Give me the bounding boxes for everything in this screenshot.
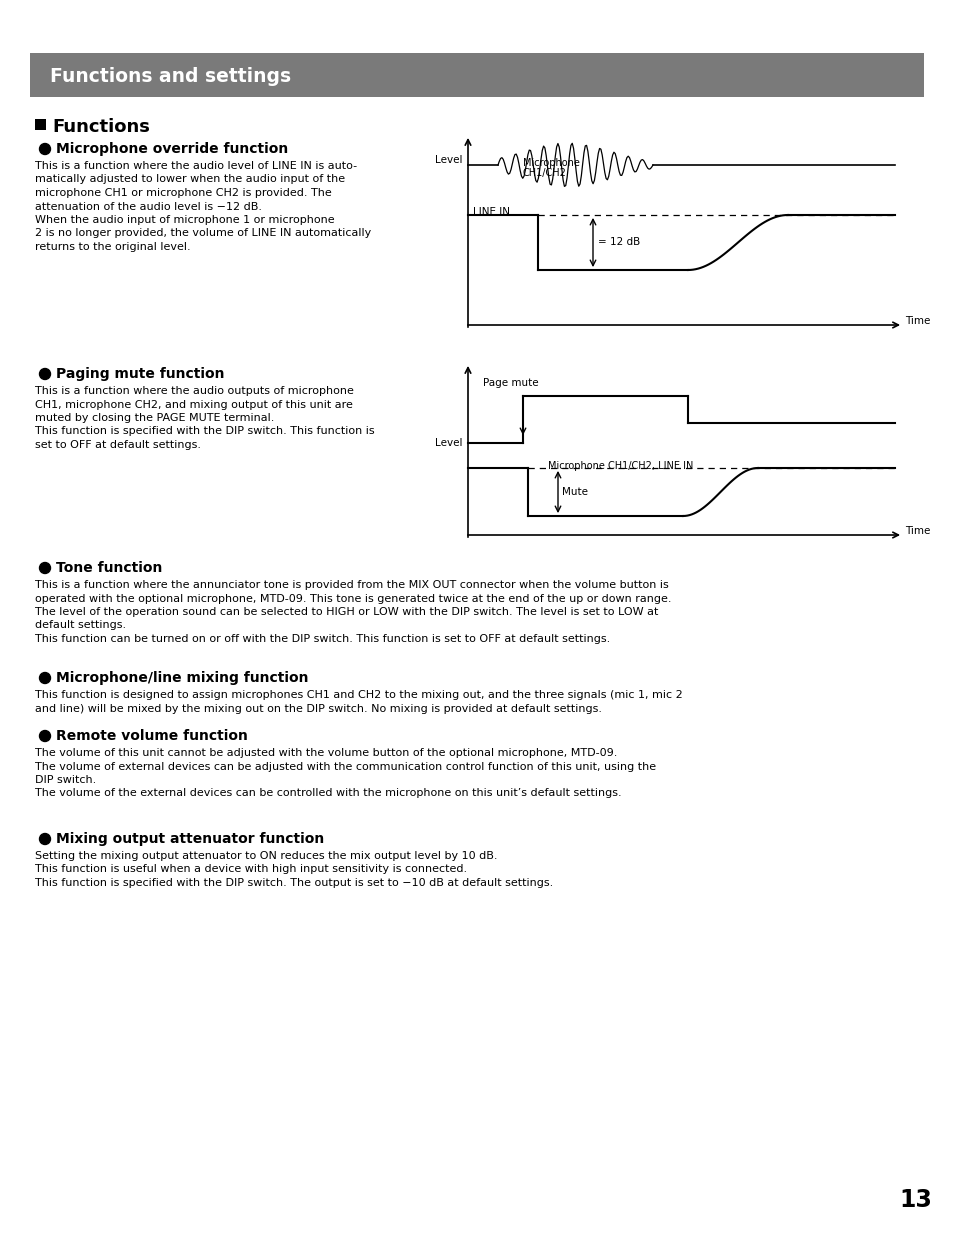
Text: Page mute: Page mute (482, 378, 538, 388)
Circle shape (39, 834, 51, 845)
Text: When the audio input of microphone 1 or microphone: When the audio input of microphone 1 or … (35, 215, 335, 225)
Text: This is a function where the audio outputs of microphone: This is a function where the audio outpu… (35, 387, 354, 396)
Text: This is a function where the annunciator tone is provided from the MIX OUT conne: This is a function where the annunciator… (35, 580, 668, 590)
Text: 2 is no longer provided, the volume of LINE IN automatically: 2 is no longer provided, the volume of L… (35, 228, 371, 238)
Text: This function is specified with the DIP switch. This function is: This function is specified with the DIP … (35, 426, 375, 436)
Text: Level: Level (435, 156, 462, 165)
Circle shape (39, 730, 51, 741)
Circle shape (39, 368, 51, 379)
Text: Microphone/line mixing function: Microphone/line mixing function (56, 671, 308, 685)
Text: matically adjusted to lower when the audio input of the: matically adjusted to lower when the aud… (35, 174, 345, 184)
Text: This function can be turned on or off with the DIP switch. This function is set : This function can be turned on or off wi… (35, 634, 610, 643)
Text: Microphone CH1/CH2, LINE IN: Microphone CH1/CH2, LINE IN (547, 461, 693, 471)
Text: Microphone: Microphone (522, 158, 579, 168)
Text: Level: Level (435, 438, 462, 448)
Bar (30, 53, 923, 98)
Text: set to OFF at default settings.: set to OFF at default settings. (35, 440, 201, 450)
Text: Setting the mixing output attenuator to ON reduces the mix output level by 10 dB: Setting the mixing output attenuator to … (35, 851, 497, 861)
Text: Functions: Functions (52, 119, 150, 136)
Circle shape (39, 143, 51, 154)
Text: muted by closing the PAGE MUTE terminal.: muted by closing the PAGE MUTE terminal. (35, 412, 274, 424)
Text: Paging mute function: Paging mute function (56, 367, 224, 382)
Text: The level of the operation sound can be selected to HIGH or LOW with the DIP swi: The level of the operation sound can be … (35, 606, 658, 618)
Text: = 12 dB: = 12 dB (598, 237, 639, 247)
Text: This function is designed to assign microphones CH1 and CH2 to the mixing out, a: This function is designed to assign micr… (35, 690, 682, 700)
Text: Time: Time (904, 316, 929, 326)
Text: DIP switch.: DIP switch. (35, 776, 96, 785)
Text: The volume of this unit cannot be adjusted with the volume button of the optiona: The volume of this unit cannot be adjust… (35, 748, 617, 758)
Text: CH1/CH2: CH1/CH2 (522, 168, 566, 178)
Text: and line) will be mixed by the mixing out on the DIP switch. No mixing is provid: and line) will be mixed by the mixing ou… (35, 704, 601, 714)
Text: Remote volume function: Remote volume function (56, 729, 248, 743)
Text: Functions and settings: Functions and settings (50, 68, 291, 86)
Text: Mixing output attenuator function: Mixing output attenuator function (56, 832, 324, 846)
Text: LINE IN: LINE IN (473, 207, 510, 217)
Text: CH1, microphone CH2, and mixing output of this unit are: CH1, microphone CH2, and mixing output o… (35, 399, 353, 410)
Text: returns to the original level.: returns to the original level. (35, 242, 191, 252)
Text: This function is useful when a device with high input sensitivity is connected.: This function is useful when a device wi… (35, 864, 467, 874)
Text: operated with the optional microphone, MTD-09. This tone is generated twice at t: operated with the optional microphone, M… (35, 594, 671, 604)
Text: 13: 13 (899, 1188, 931, 1212)
Circle shape (39, 673, 51, 683)
Text: Mute: Mute (561, 487, 587, 496)
Text: This is a function where the audio level of LINE IN is auto-: This is a function where the audio level… (35, 161, 356, 170)
Text: Time: Time (904, 526, 929, 536)
Text: attenuation of the audio level is −12 dB.: attenuation of the audio level is −12 dB… (35, 201, 262, 211)
Text: The volume of the external devices can be controlled with the microphone on this: The volume of the external devices can b… (35, 788, 621, 799)
Text: Tone function: Tone function (56, 561, 162, 576)
Text: This function is specified with the DIP switch. The output is set to −10 dB at d: This function is specified with the DIP … (35, 878, 553, 888)
Bar (35, 119, 46, 130)
Text: Microphone override function: Microphone override function (56, 142, 288, 156)
Text: The volume of external devices can be adjusted with the communication control fu: The volume of external devices can be ad… (35, 762, 656, 772)
Text: default settings.: default settings. (35, 620, 126, 631)
Text: microphone CH1 or microphone CH2 is provided. The: microphone CH1 or microphone CH2 is prov… (35, 188, 332, 198)
Circle shape (39, 562, 51, 573)
